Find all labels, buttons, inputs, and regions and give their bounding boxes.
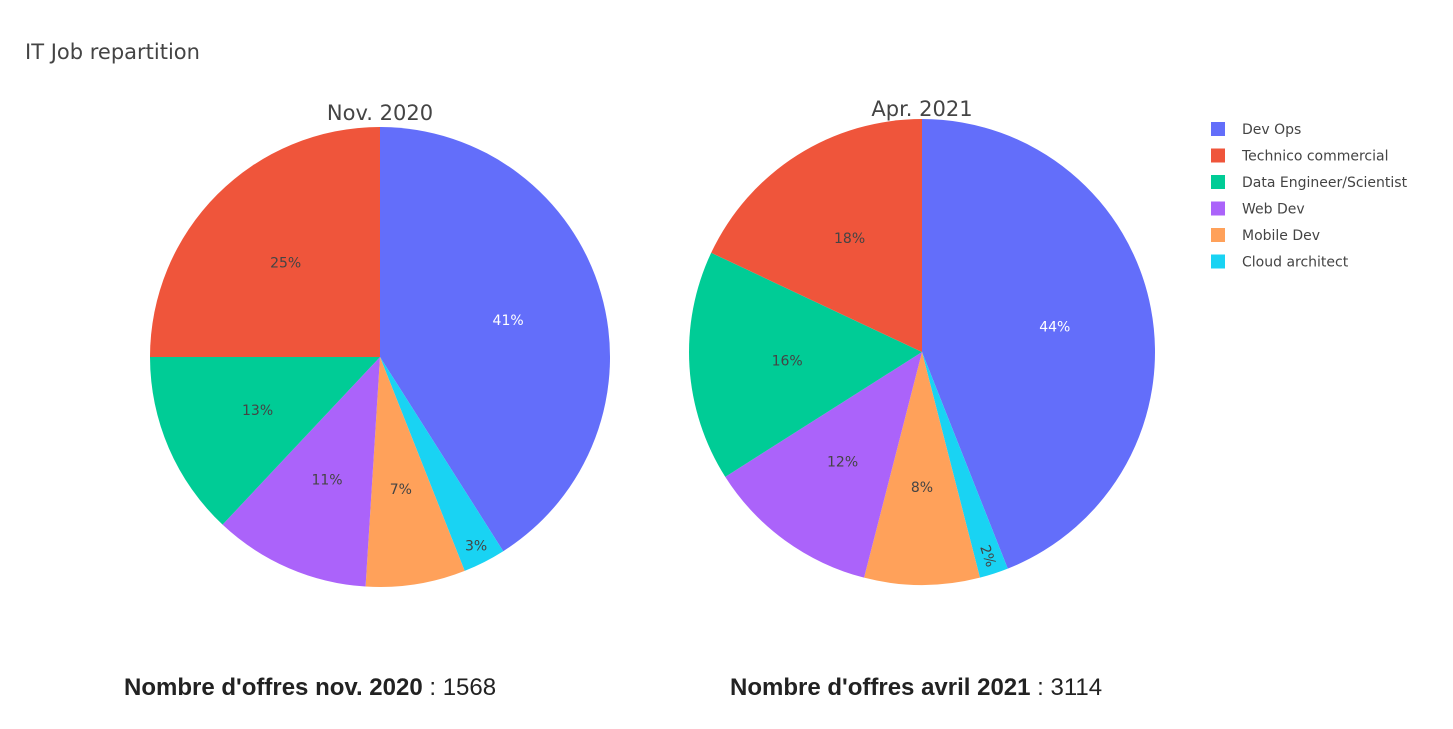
legend-label-mobile-dev: Mobile Dev xyxy=(1242,228,1320,244)
slice-data-engineer-scientist[interactable] xyxy=(689,252,922,477)
slice-label-technico-commercial: 18% xyxy=(834,231,865,247)
slice-label-cloud-architect: 2% xyxy=(976,543,998,569)
legend-label-dev-ops: Dev Ops xyxy=(1242,122,1301,138)
slice-label-dev-ops: 41% xyxy=(493,313,524,329)
legend-label-data-engineer-scientist: Data Engineer/Scientist xyxy=(1242,175,1408,191)
slice-label-dev-ops: 44% xyxy=(1039,320,1070,336)
legend-swatch-web-dev xyxy=(1211,201,1225,216)
offer-count-nov-label: Nombre d'offres nov. 2020 xyxy=(124,674,423,701)
pie-nov-2020: Nov. 2020 41% 3% 7% 11% 13% 25% xyxy=(150,101,611,588)
offer-count-apr-2021: Nombre d'offres avril 2021 : 3114 xyxy=(730,674,1102,702)
slice-label-data-engineer-scientist: 13% xyxy=(242,403,273,419)
slice-dev-ops[interactable] xyxy=(380,127,611,552)
slice-mobile-dev[interactable] xyxy=(864,352,980,585)
legend-swatch-cloud-architect xyxy=(1211,254,1225,269)
slice-dev-ops[interactable] xyxy=(922,119,1156,569)
legend-item-mobile-dev[interactable]: Mobile Dev xyxy=(1211,228,1320,244)
slice-label-mobile-dev: 8% xyxy=(911,480,933,496)
pie-title-1: Apr. 2021 xyxy=(871,97,972,121)
legend-label-web-dev: Web Dev xyxy=(1242,202,1305,218)
slice-label-cloud-architect: 3% xyxy=(465,539,487,555)
slice-label-web-dev: 12% xyxy=(827,454,858,470)
slice-cloud-architect[interactable] xyxy=(922,352,1008,578)
legend: Dev Ops Technico commercial Data Engineer/… xyxy=(1211,122,1408,271)
legend-item-technico-commercial[interactable]: Technico commercial xyxy=(1211,148,1389,165)
slice-technico-commercial[interactable] xyxy=(150,127,380,357)
slice-cloud-architect[interactable] xyxy=(380,357,504,571)
slice-label-mobile-dev: 7% xyxy=(390,482,412,498)
offer-count-apr-separator: : xyxy=(1030,674,1051,701)
legend-label-technico-commercial: Technico commercial xyxy=(1241,149,1389,165)
pie-title-0: Nov. 2020 xyxy=(327,101,433,125)
slice-label-data-engineer-scientist: 16% xyxy=(772,353,803,369)
legend-item-dev-ops[interactable]: Dev Ops xyxy=(1211,122,1301,138)
chart-title: IT Job repartition xyxy=(25,40,200,64)
legend-swatch-dev-ops xyxy=(1211,122,1225,136)
offer-count-nov-separator: : xyxy=(422,674,443,701)
legend-swatch-data-engineer-scientist xyxy=(1211,175,1225,189)
offer-count-nov-value: 1568 xyxy=(442,674,497,701)
legend-item-cloud-architect[interactable]: Cloud architect xyxy=(1211,254,1349,271)
legend-label-cloud-architect: Cloud architect xyxy=(1242,255,1349,271)
offer-count-nov-2020: Nombre d'offres nov. 2020 : 1568 xyxy=(124,674,496,702)
slice-label-technico-commercial: 25% xyxy=(270,256,301,272)
slice-mobile-dev[interactable] xyxy=(365,357,465,588)
slice-data-engineer-scientist[interactable] xyxy=(150,357,380,525)
slice-technico-commercial[interactable] xyxy=(711,119,922,352)
legend-swatch-technico-commercial xyxy=(1211,148,1225,163)
offer-count-apr-value: 3114 xyxy=(1050,674,1103,701)
pie-apr-2021: Apr. 2021 44% 2% 8% 12% 16% 18% xyxy=(689,97,1156,585)
slice-web-dev[interactable] xyxy=(725,352,922,578)
legend-swatch-mobile-dev xyxy=(1211,228,1225,242)
legend-item-web-dev[interactable]: Web Dev xyxy=(1211,201,1305,218)
offer-count-apr-label: Nombre d'offres avril 2021 xyxy=(730,674,1031,701)
slice-label-web-dev: 11% xyxy=(311,472,342,488)
slice-web-dev[interactable] xyxy=(222,357,380,587)
legend-item-data-engineer-scientist[interactable]: Data Engineer/Scientist xyxy=(1211,175,1408,191)
